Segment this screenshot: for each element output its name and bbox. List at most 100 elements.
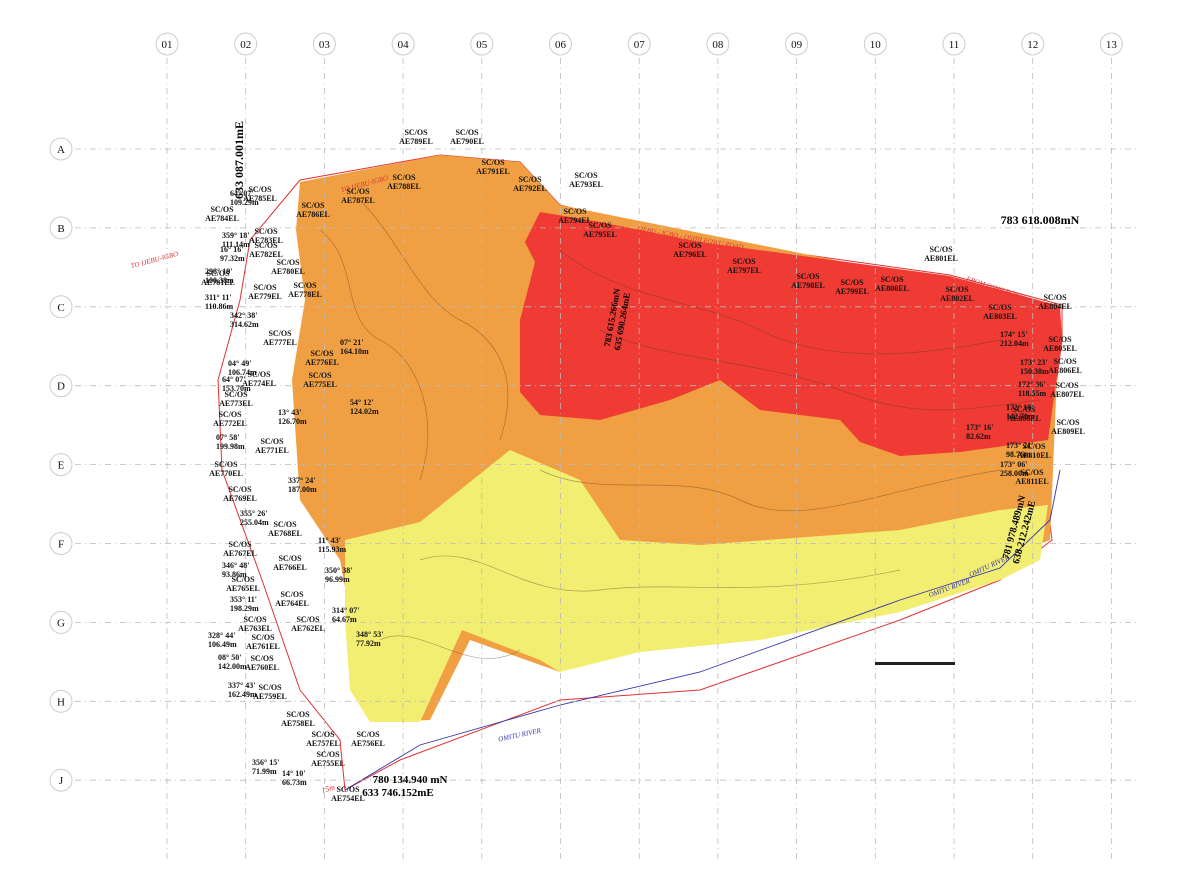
station-prefix: SC/OS	[231, 575, 255, 584]
station-prefix: SC/OS	[253, 283, 277, 292]
bearing-distance: 71.99m	[252, 767, 277, 776]
station-prefix: SC/OS	[273, 520, 297, 529]
grid-bubble	[49, 610, 73, 634]
column-label: 03	[319, 39, 331, 51]
bearing-distance: 199.98m	[216, 442, 245, 451]
bearing-distance: 118.55m	[1018, 389, 1047, 398]
station-id: AE765EL	[226, 584, 260, 593]
station-prefix: SC/OS	[796, 272, 820, 281]
bearing-distance: 187.00m	[288, 485, 317, 494]
station-prefix: SC/OS	[481, 158, 505, 167]
grid-bubble	[49, 768, 73, 792]
station-id: AE781EL	[201, 278, 235, 287]
station-id: AE786EL	[296, 210, 330, 219]
station-prefix: SC/OS	[316, 750, 340, 759]
station-prefix: SC/OS	[1048, 335, 1072, 344]
station-id: AE780EL	[271, 267, 305, 276]
station-id: AE787EL	[341, 196, 375, 205]
station-id: AE779EL	[248, 292, 282, 301]
zone-red	[520, 212, 1062, 456]
bearing-distance: 64.67m	[332, 615, 357, 624]
station-prefix: SC/OS	[945, 285, 969, 294]
coordinate-label: 633 746.152mE	[362, 787, 434, 799]
station-id: AE771EL	[255, 446, 289, 455]
road-label: TO IJEBU-IGBO	[130, 250, 179, 270]
bearing-angle: 314° 07'	[332, 606, 359, 615]
bearing-distance: 124.02m	[350, 407, 379, 416]
station-id: AE789EL	[399, 137, 433, 146]
row-label: D	[57, 381, 65, 393]
column-label: 13	[1106, 39, 1118, 51]
station-prefix: SC/OS	[278, 554, 302, 563]
station-prefix: SC/OS	[218, 410, 242, 419]
station-id: AE798EL	[791, 281, 825, 290]
station-prefix: SC/OS	[308, 371, 332, 380]
station-prefix: SC/OS	[293, 281, 317, 290]
bearing-distance: 100.38m	[205, 276, 234, 285]
station-id: AE796EL	[673, 250, 707, 259]
station-prefix: SC/OS	[206, 269, 230, 278]
station-prefix: SC/OS	[228, 540, 252, 549]
column-label: 08	[712, 39, 724, 51]
station-prefix: SC/OS	[1043, 293, 1067, 302]
bearing-angle: 07° 58'	[216, 433, 239, 442]
bearing-distance: 111.14m	[222, 240, 250, 249]
column-label: 02	[240, 39, 251, 51]
station-id: AE769EL	[223, 494, 257, 503]
road-label: OMITU RIVER	[498, 726, 543, 743]
bearing-angle: 350° 38'	[325, 566, 352, 575]
station-prefix: SC/OS	[214, 460, 238, 469]
grid-bubble	[49, 374, 73, 398]
column-label: 12	[1027, 39, 1038, 51]
bearing-angle: 173° 16'	[966, 423, 993, 432]
grid-bubble	[312, 32, 336, 56]
station-id: AE766EL	[273, 563, 307, 572]
station-id: AE809EL	[1051, 427, 1085, 436]
station-prefix: SC/OS	[588, 221, 612, 230]
coordinate-label: 780 134.940 mN	[373, 774, 448, 786]
station-prefix: SC/OS	[518, 175, 542, 184]
bearing-angle: 173° 23'	[1020, 358, 1047, 367]
station-prefix: SC/OS	[286, 710, 310, 719]
bearing-angle: 16° 16'	[220, 245, 243, 254]
station-id: AE790EL	[450, 137, 484, 146]
station-id: AE795EL	[583, 230, 617, 239]
bearing-distance: 255.04m	[240, 518, 269, 527]
bearing-angle: 356° 15'	[252, 758, 279, 767]
grid-bubble	[863, 32, 887, 56]
bearing-angle: 342° 38'	[230, 311, 257, 320]
station-id: AE785EL	[243, 194, 277, 203]
bearing-angle: 337° 24'	[288, 476, 315, 485]
station-prefix: SC/OS	[296, 615, 320, 624]
station-id: AE755EL	[311, 759, 345, 768]
column-label: 09	[791, 39, 803, 51]
station-prefix: SC/OS	[988, 303, 1012, 312]
station-prefix: SC/OS	[248, 185, 272, 194]
station-id: AE759EL	[253, 692, 287, 701]
column-label: 07	[634, 39, 646, 51]
bearing-distance: 98.76m	[1006, 450, 1031, 459]
station-id: AE811EL	[1015, 477, 1048, 486]
station-id: AE767EL	[223, 549, 257, 558]
station-prefix: SC/OS	[678, 241, 702, 250]
bearing-distance: 212.04m	[1000, 339, 1029, 348]
station-prefix: SC/OS	[1022, 442, 1046, 451]
station-id: AE788EL	[387, 182, 421, 191]
station-id: AE791EL	[476, 167, 510, 176]
station-prefix: SC/OS	[1053, 357, 1077, 366]
bearing-distance: 93.86m	[222, 570, 247, 579]
row-label: B	[57, 223, 64, 235]
station-prefix: SC/OS	[732, 257, 756, 266]
station-id: AE805EL	[1043, 344, 1077, 353]
grid-bubble	[942, 32, 966, 56]
station-prefix: SC/OS	[210, 205, 234, 214]
station-id: AE794EL	[558, 216, 592, 225]
bearing-angle: 173° 06'	[1000, 460, 1027, 469]
station-id: AE792EL	[513, 184, 547, 193]
station-id: AE762EL	[291, 624, 325, 633]
scale-label: 15m	[320, 783, 336, 795]
station-id: AE797EL	[727, 266, 761, 275]
bearing-angle: 174° 15'	[1000, 330, 1027, 339]
river-line	[344, 469, 1061, 791]
bearing-angle: 54° 12'	[350, 398, 373, 407]
